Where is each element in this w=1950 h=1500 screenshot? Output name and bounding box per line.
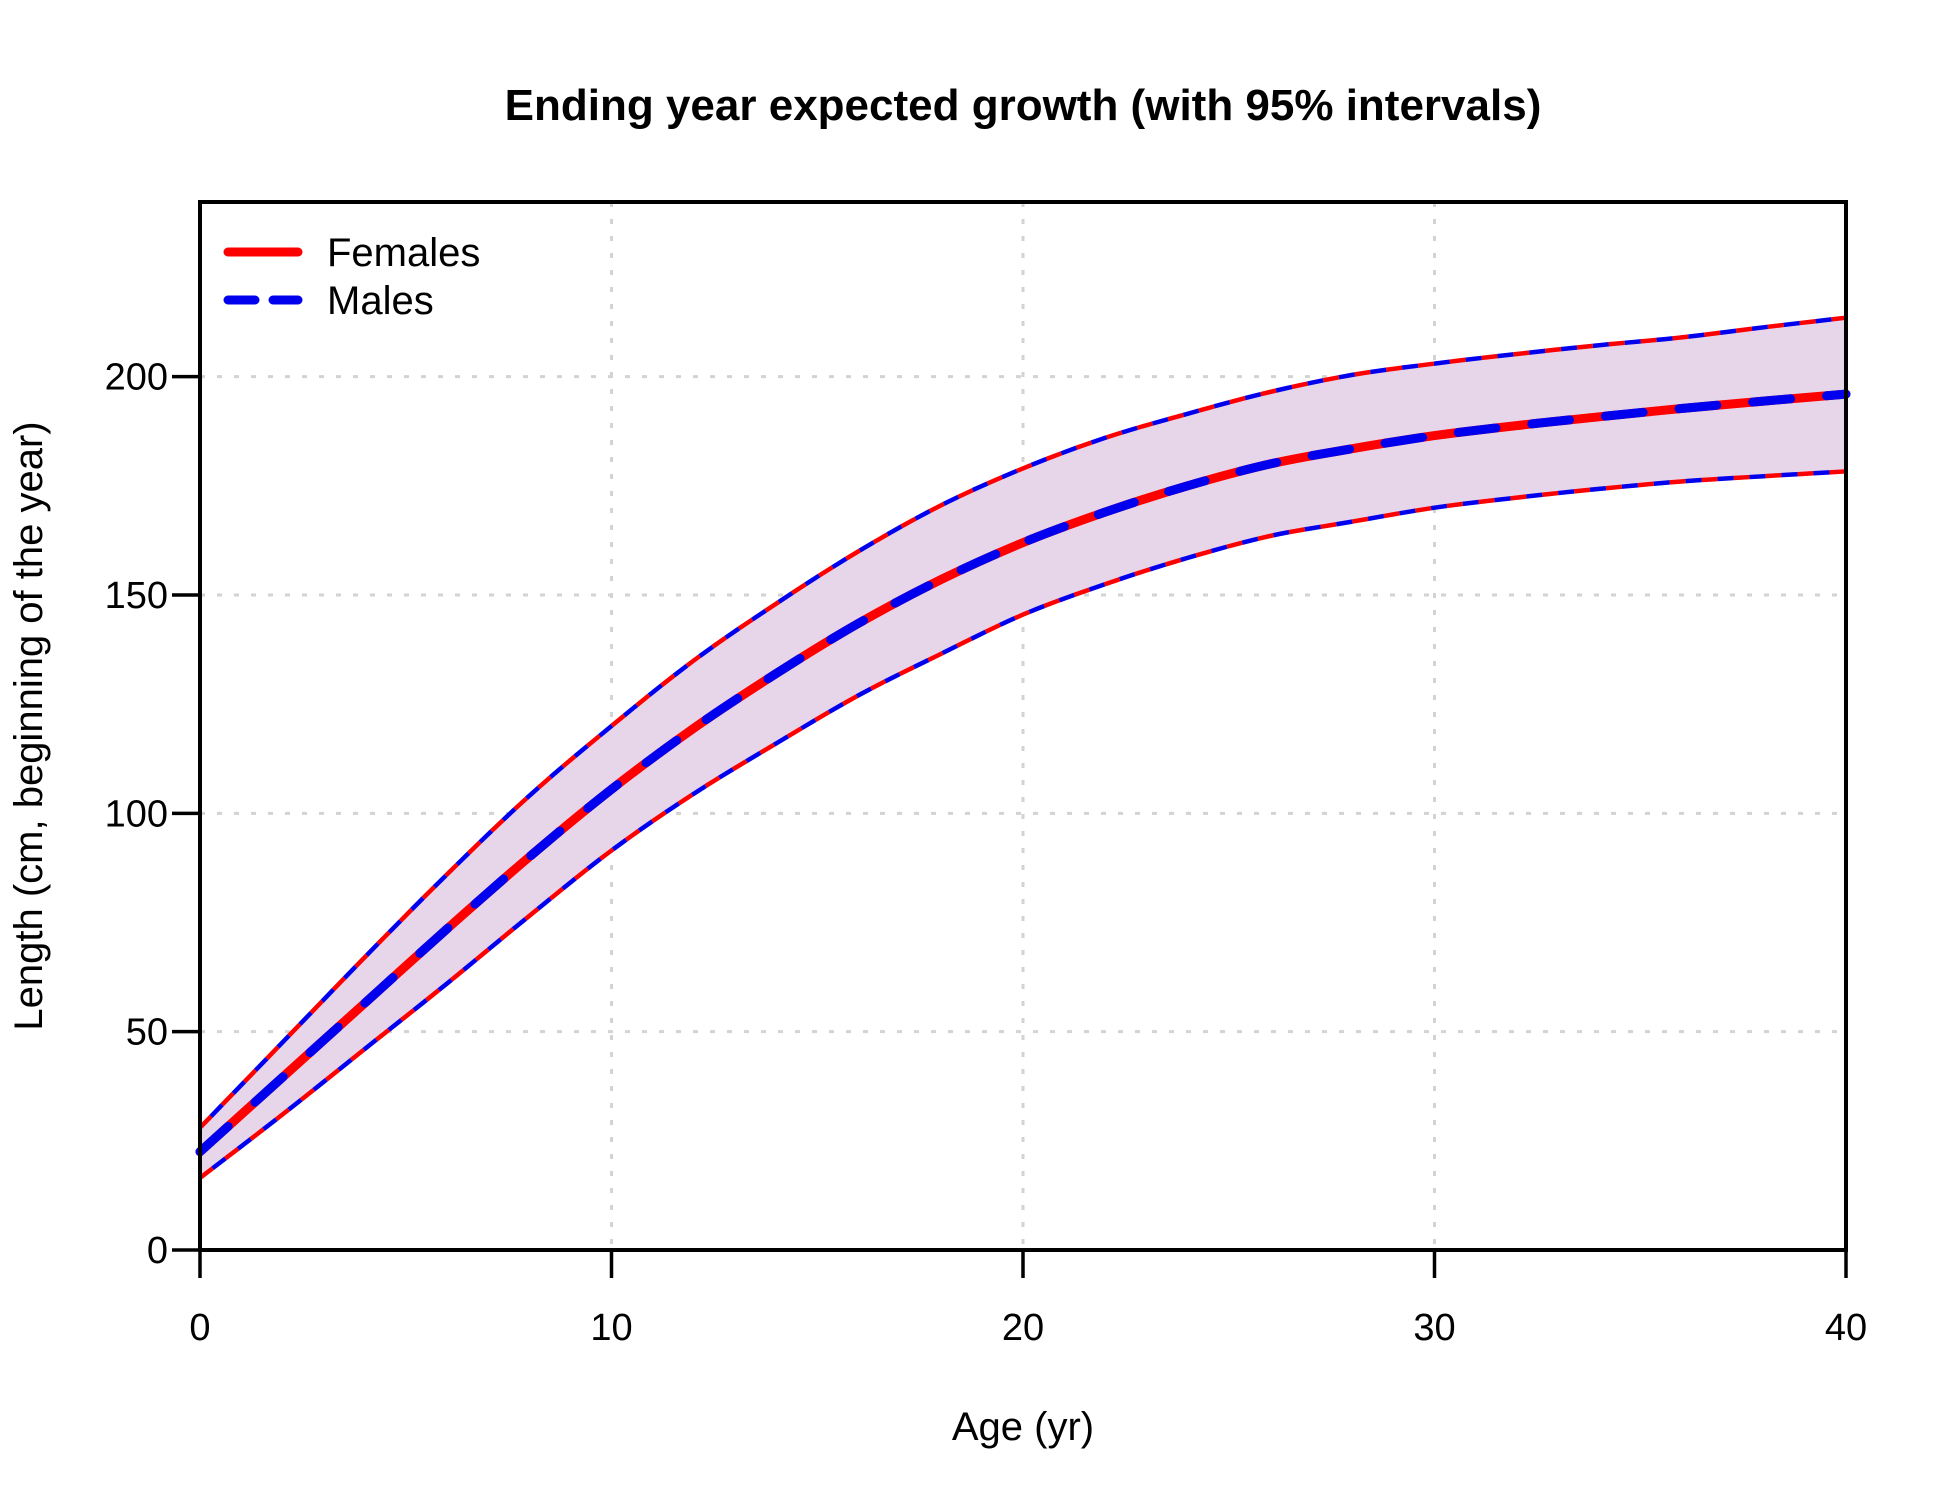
upper-bound-females-line xyxy=(198,315,1847,1130)
confidence-band xyxy=(198,315,1847,1180)
y-tick-label-100: 100 xyxy=(105,793,168,835)
x-axis-title: Age (yr) xyxy=(952,1405,1094,1449)
y-tick-label-200: 200 xyxy=(105,357,168,399)
y-axis-title: Length (cm, beginning of the year) xyxy=(7,421,51,1030)
lower-bound-males-line xyxy=(198,469,1847,1180)
confidence-band-fill xyxy=(200,317,1846,1178)
tick-labels: 0 10 20 30 40 0 50 100 150 200 xyxy=(105,357,1868,1349)
legend-label-females: Females xyxy=(327,231,480,275)
y-tick-label-150: 150 xyxy=(105,575,168,617)
x-tick-label-10: 10 xyxy=(590,1307,632,1349)
males-mean-line xyxy=(195,389,1851,1157)
x-tick-label-0: 0 xyxy=(189,1307,210,1349)
axis-ticks xyxy=(172,374,1848,1278)
x-tick-label-30: 30 xyxy=(1413,1307,1455,1349)
y-tick-label-50: 50 xyxy=(126,1012,168,1054)
series-lines xyxy=(195,389,1851,1157)
x-tick-label-40: 40 xyxy=(1825,1307,1867,1349)
legend-label-males: Males xyxy=(327,279,434,323)
chart-title: Ending year expected growth (with 95% in… xyxy=(505,81,1542,130)
y-tick-label-0: 0 xyxy=(147,1230,168,1272)
lower-bound-females-line xyxy=(198,469,1847,1180)
x-tick-label-20: 20 xyxy=(1002,1307,1044,1349)
upper-bound-males-line xyxy=(198,315,1847,1130)
